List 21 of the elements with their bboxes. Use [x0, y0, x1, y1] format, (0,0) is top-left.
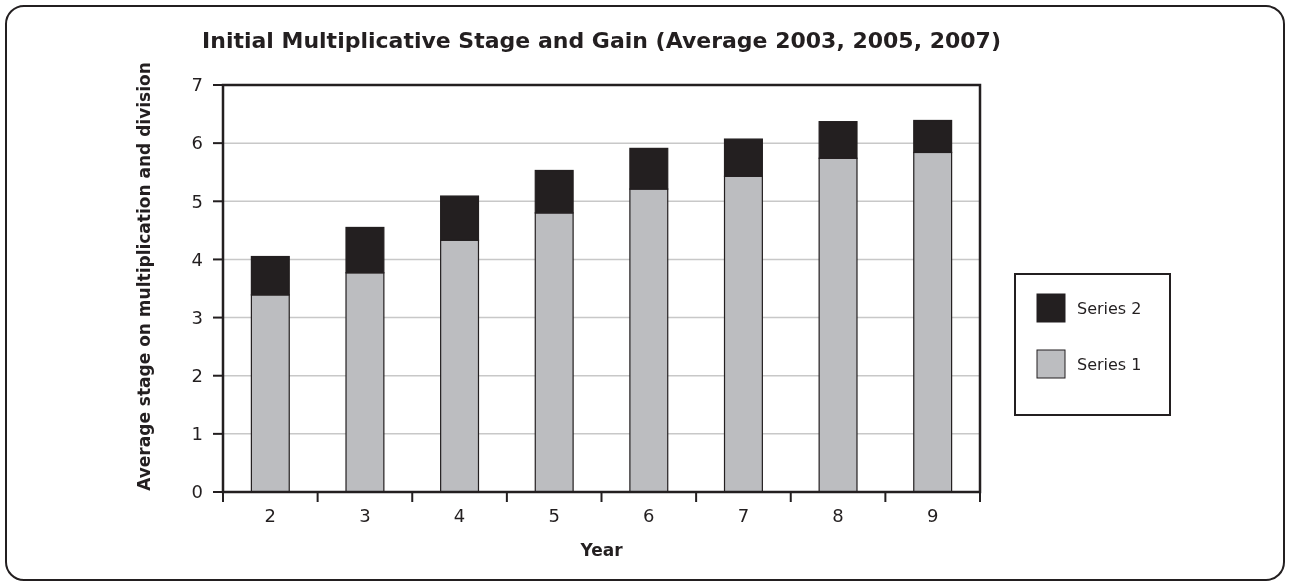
legend-label: Series 2 [1077, 299, 1142, 318]
y-tick-label: 7 [191, 74, 203, 96]
y-tick-label: 0 [191, 481, 203, 503]
y-tick-label: 5 [191, 190, 203, 212]
x-tick-label: 3 [359, 505, 371, 526]
x-tick-label: 5 [548, 505, 560, 526]
y-axis-title: Average stage on multiplication and division [134, 62, 154, 491]
x-tick-label: 2 [264, 505, 277, 526]
y-tick-label: 2 [191, 365, 203, 387]
x-tick-label: 7 [737, 505, 750, 526]
legend-label: Series 1 [1077, 355, 1142, 374]
y-tick-label: 3 [191, 306, 203, 328]
chart-title: Initial Multiplicative Stage and Gain (Average 2003, 2005, 2007) [202, 28, 1001, 53]
x-tick-label: 9 [926, 505, 939, 526]
y-tick-label: 4 [191, 248, 203, 270]
x-tick-label: 4 [453, 505, 466, 526]
y-tick-label: 1 [191, 423, 203, 445]
x-tick-label: 8 [832, 505, 844, 526]
y-tick-label: 6 [191, 132, 203, 154]
x-axis-title: Year [579, 540, 624, 560]
x-tick-label: 6 [643, 505, 655, 526]
